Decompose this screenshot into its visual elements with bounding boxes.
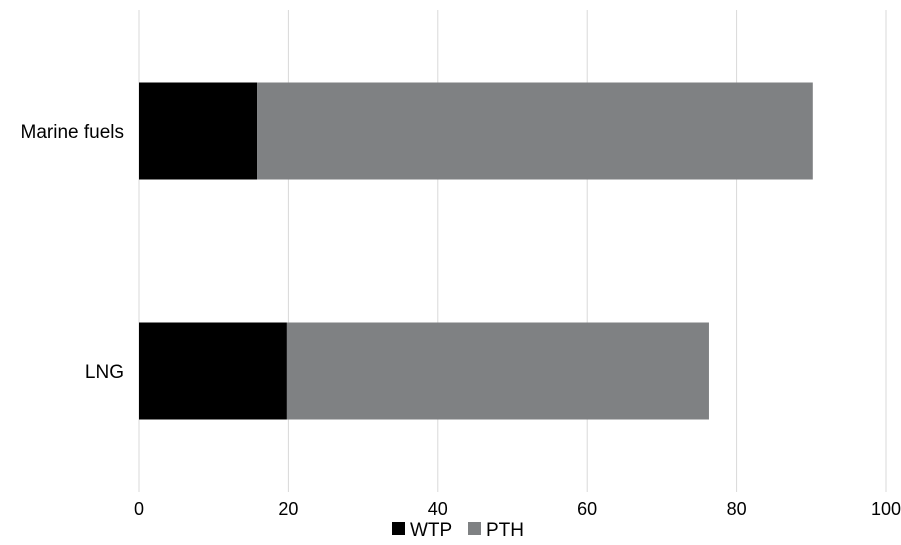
x-tick-label: 20 — [278, 499, 298, 519]
legend-swatch-pth — [468, 522, 481, 535]
category-labels: Marine fuels LNG — [21, 122, 125, 383]
category-label: Marine fuels — [21, 122, 125, 143]
x-tick-label: 0 — [134, 499, 144, 519]
x-axis-ticks: 0 20 40 60 80 100 — [134, 499, 901, 519]
bar-pth-lng — [286, 322, 709, 420]
legend-label-wtp: WTP — [410, 520, 452, 541]
legend-swatch-wtp — [392, 522, 405, 535]
legend-label-pth: PTH — [486, 520, 524, 541]
x-tick-label: 60 — [577, 499, 597, 519]
x-tick-label: 80 — [727, 499, 747, 519]
x-tick-label: 40 — [428, 499, 448, 519]
x-tick-label: 100 — [871, 499, 901, 519]
bar-wtp-marine-fuels — [139, 82, 258, 180]
bars — [139, 82, 813, 420]
gridlines — [138, 10, 887, 492]
bar-pth-marine-fuels — [257, 82, 813, 180]
legend: WTP PTH — [392, 520, 524, 541]
bar-wtp-lng — [139, 322, 287, 420]
category-label: LNG — [85, 362, 124, 383]
